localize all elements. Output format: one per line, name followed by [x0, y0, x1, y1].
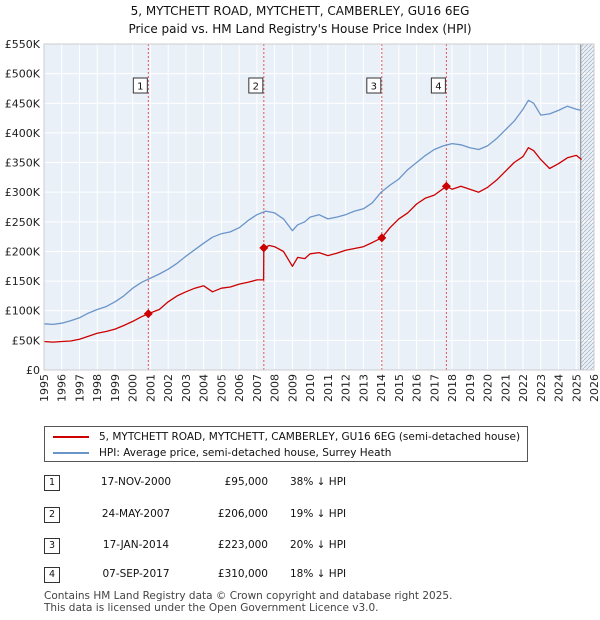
sale-marker	[143, 309, 153, 319]
x-tick-label: 2026	[588, 374, 600, 402]
x-tick-label: 2000	[127, 374, 140, 402]
series-line-hpi	[43, 99, 582, 326]
footer: Contains HM Land Registry data © Crown c…	[44, 590, 452, 614]
sale-marker	[441, 181, 451, 191]
x-tick-label: 2015	[393, 374, 406, 402]
transaction-hpi-diff: 20% ↓ HPI	[290, 539, 347, 551]
x-tick-label: 2008	[269, 374, 282, 402]
x-tick-label: 2022	[517, 374, 530, 402]
x-tick-label: 2011	[322, 374, 335, 402]
x-tick-label: 2017	[428, 374, 441, 402]
event-box-label: 3	[371, 82, 377, 93]
transaction-price: £223,000	[217, 539, 268, 551]
legend-item-property: 5, MYTCHETT ROAD, MYTCHETT, CAMBERLEY, G…	[53, 429, 520, 445]
y-tick-label: £350K	[5, 157, 41, 170]
legend-item-hpi: HPI: Average price, semi-detached house,…	[53, 445, 391, 461]
transaction-row: 2 24-MAY-2007 £206,000 19% ↓ HPI	[44, 506, 564, 524]
transaction-date: 17-JAN-2014	[102, 539, 170, 551]
plot-background	[44, 44, 594, 370]
x-tick-label: 2007	[251, 374, 264, 402]
x-tick-label: 2004	[198, 374, 211, 402]
x-tick-label: 2023	[535, 374, 548, 402]
y-tick-label: £250K	[5, 216, 41, 229]
y-tick-label: £50K	[12, 334, 41, 347]
transaction-number: 4	[44, 567, 60, 583]
event-box-label: 1	[137, 82, 143, 93]
x-tick-label: 2024	[553, 374, 566, 402]
x-tick-label: 2020	[482, 374, 495, 402]
transaction-price: £206,000	[217, 508, 268, 520]
sale-marker	[377, 233, 387, 243]
y-tick-label: £400K	[5, 127, 41, 140]
x-tick-label: 2001	[144, 374, 157, 402]
event-box-label: 4	[435, 82, 441, 93]
y-tick-label: £0	[26, 364, 40, 377]
transaction-number: 1	[44, 475, 60, 491]
transaction-date: 17-NOV-2000	[100, 476, 172, 488]
x-tick-label: 1999	[109, 374, 122, 402]
transaction-hpi-diff: 19% ↓ HPI	[290, 508, 347, 520]
y-tick-label: £300K	[5, 186, 41, 199]
y-tick-label: £550K	[5, 38, 41, 51]
legend-swatch-hpi	[53, 452, 89, 454]
legend-label-hpi: HPI: Average price, semi-detached house,…	[99, 447, 392, 459]
transaction-hpi-diff: 18% ↓ HPI	[290, 568, 347, 580]
plot-border	[43, 43, 595, 371]
transaction-hpi-diff: 38% ↓ HPI	[290, 476, 347, 488]
sale-marker	[259, 243, 269, 253]
x-tick-label: 2018	[446, 374, 459, 402]
x-tick-label: 2003	[180, 374, 193, 402]
transaction-row: 3 17-JAN-2014 £223,000 20% ↓ HPI	[44, 537, 564, 555]
transaction-row: 4 07-SEP-2017 £310,000 18% ↓ HPI	[44, 566, 564, 584]
y-tick-label: £150K	[5, 275, 41, 288]
x-tick-label: 1996	[56, 374, 69, 402]
transaction-date: 07-SEP-2017	[102, 568, 170, 580]
transaction-row: 1 17-NOV-2000 £95,000 38% ↓ HPI	[44, 474, 564, 492]
x-tick-label: 1995	[38, 374, 51, 402]
x-tick-label: 2002	[162, 374, 175, 402]
x-tick-label: 2014	[375, 374, 388, 402]
legend-swatch-property	[53, 436, 89, 438]
event-box-label: 2	[253, 82, 259, 93]
price-chart: £0 £50K £100K £150K £200K £250K £300K £350K £400…	[5, 38, 600, 402]
event-box	[430, 77, 446, 94]
y-tick-label: £200K	[5, 245, 41, 258]
transaction-number: 3	[44, 538, 60, 554]
event-box	[366, 77, 382, 94]
chart-title: 5, MYTCHETT ROAD, MYTCHETT, CAMBERLEY, G…	[130, 4, 470, 18]
x-tick-label: 2012	[340, 374, 353, 402]
x-tick-label: 2005	[215, 374, 228, 402]
transaction-price: £310,000	[217, 568, 268, 580]
y-tick-label: £450K	[5, 97, 41, 110]
x-tick-label: 2009	[286, 374, 299, 402]
transaction-date: 24-MAY-2007	[101, 508, 171, 520]
event-box	[248, 77, 264, 94]
forecast-region	[580, 44, 594, 370]
x-tick-label: 2021	[499, 374, 512, 402]
x-tick-label: 2010	[304, 374, 317, 402]
x-tick-label: 2006	[233, 374, 246, 402]
x-tick-label: 2019	[464, 374, 477, 402]
y-tick-label: £100K	[5, 305, 41, 318]
footer-license: This data is licensed under the Open Gov…	[44, 602, 379, 614]
x-tick-label: 2025	[570, 374, 583, 402]
y-tick-label: £500K	[5, 68, 41, 81]
event-box	[132, 77, 148, 94]
legend-label-property: 5, MYTCHETT ROAD, MYTCHETT, CAMBERLEY, G…	[99, 431, 521, 443]
x-tick-label: 2016	[411, 374, 424, 402]
legend: 5, MYTCHETT ROAD, MYTCHETT, CAMBERLEY, G…	[44, 426, 528, 462]
series-line-property	[43, 147, 583, 343]
x-tick-label: 1997	[73, 374, 86, 402]
footer-copyright: Contains HM Land Registry data © Crown c…	[44, 590, 453, 602]
transaction-number: 2	[44, 507, 60, 523]
transaction-price: £95,000	[224, 476, 268, 488]
chart-subtitle: Price paid vs. HM Land Registry's House …	[128, 22, 472, 36]
x-tick-label: 1998	[91, 374, 104, 402]
x-tick-label: 2013	[357, 374, 370, 402]
